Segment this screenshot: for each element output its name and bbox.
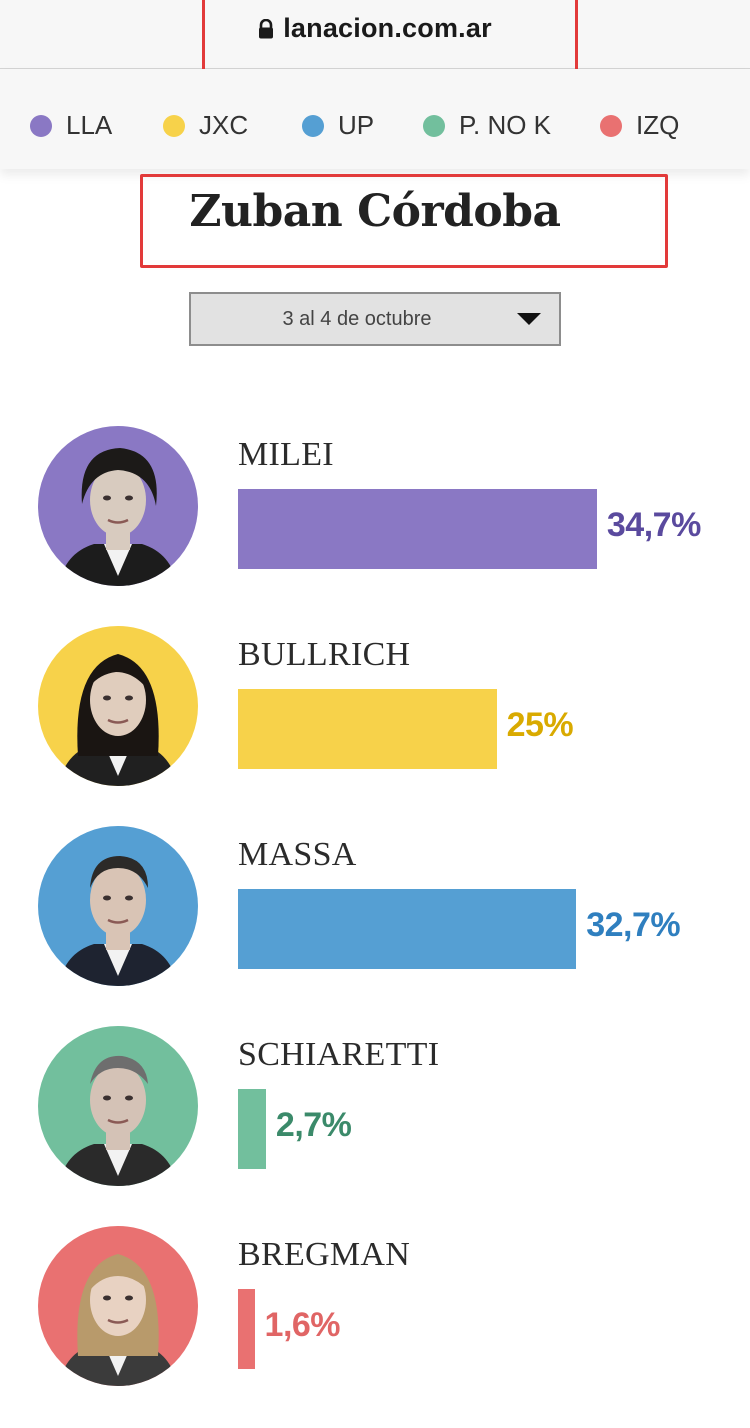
candidate-avatar-milei bbox=[38, 426, 198, 586]
candidate-name: SCHIARETTI bbox=[238, 1036, 440, 1073]
candidate-avatar-bullrich bbox=[38, 626, 198, 786]
legend-item-jxc: JXC bbox=[163, 110, 248, 141]
bar-massa bbox=[238, 889, 577, 969]
party-legend: LLA JXC UP P. NO K IZQ bbox=[0, 69, 750, 169]
candidate-avatar-massa bbox=[38, 826, 198, 986]
date-dropdown[interactable]: 3 al 4 de octubre bbox=[189, 292, 561, 346]
legend-label: IZQ bbox=[636, 110, 680, 140]
value-label-schiaretti: 2,7% bbox=[275, 1106, 352, 1144]
candidate-row-massa: MASSA 32,7% bbox=[0, 826, 750, 1026]
url-display[interactable]: lanacion.com.ar bbox=[0, 10, 750, 46]
poll-title: Zuban Córdoba bbox=[189, 186, 561, 237]
value-label-massa: 32,7% bbox=[586, 906, 681, 944]
legend-dot bbox=[423, 114, 445, 137]
bar-bregman bbox=[238, 1289, 255, 1369]
candidate-row-bullrich: BULLRICH 25% bbox=[0, 626, 750, 826]
candidate-name: BREGMAN bbox=[238, 1236, 411, 1273]
candidate-avatar-schiaretti bbox=[38, 1026, 198, 1186]
bar-milei bbox=[238, 489, 597, 569]
url-text: lanacion.com.ar bbox=[283, 12, 492, 43]
value-label-bullrich: 25% bbox=[506, 706, 574, 744]
legend-dot bbox=[30, 114, 52, 137]
candidate-row-bregman: BREGMAN 1,6% bbox=[0, 1226, 750, 1426]
legend-item-p-no-k: P. NO K bbox=[423, 110, 551, 141]
candidate-row-schiaretti: SCHIARETTI 2,7% bbox=[0, 1026, 750, 1226]
bar-schiaretti bbox=[238, 1089, 266, 1169]
value-label-bregman: 1,6% bbox=[264, 1306, 341, 1344]
legend-item-up: UP bbox=[302, 110, 374, 141]
legend-item-izq: IZQ bbox=[600, 110, 679, 141]
value-label-milei: 34,7% bbox=[606, 506, 701, 544]
legend-dot bbox=[600, 114, 622, 137]
highlight-box-title bbox=[140, 174, 668, 268]
legend-label: UP bbox=[338, 110, 375, 140]
candidate-name: MASSA bbox=[238, 836, 357, 873]
bar-bullrich bbox=[238, 689, 497, 769]
browser-url-bar: lanacion.com.ar bbox=[0, 0, 750, 69]
legend-label: P. NO K bbox=[459, 110, 552, 140]
lock-icon bbox=[259, 19, 274, 39]
candidate-avatar-bregman bbox=[38, 1226, 198, 1386]
legend-dot bbox=[163, 114, 185, 137]
chevron-down-icon bbox=[517, 313, 541, 325]
legend-item-lla: LLA bbox=[30, 110, 112, 141]
candidate-name: MILEI bbox=[238, 436, 334, 473]
legend-dot bbox=[302, 114, 324, 137]
candidate-row-milei: MILEI 34,7% bbox=[0, 426, 750, 626]
date-dropdown-label: 3 al 4 de octubre bbox=[282, 307, 432, 330]
candidate-name: BULLRICH bbox=[238, 636, 411, 673]
legend-label: LLA bbox=[66, 110, 113, 140]
legend-label: JXC bbox=[199, 110, 249, 140]
